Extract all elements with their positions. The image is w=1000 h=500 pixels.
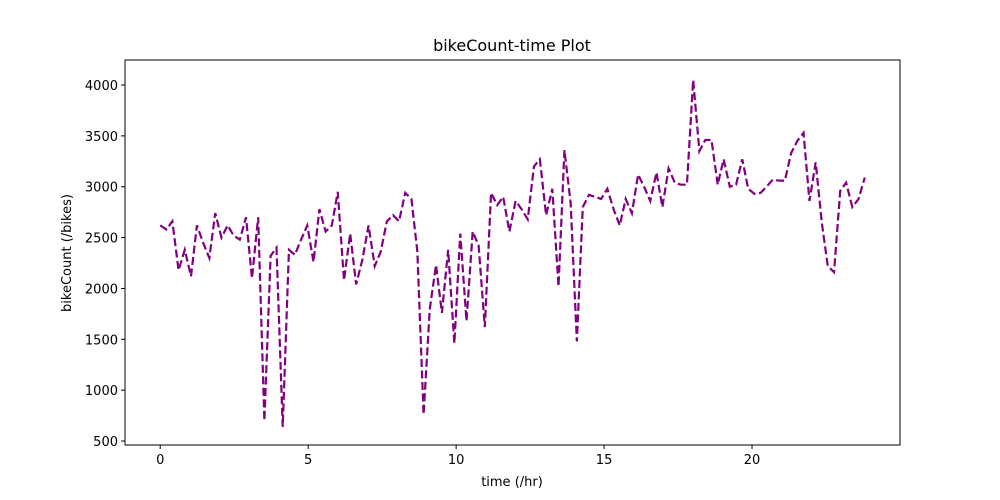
x-tick-label: 20 bbox=[744, 453, 761, 468]
y-tick-label: 3500 bbox=[85, 130, 118, 145]
x-tick-label: 5 bbox=[304, 453, 312, 468]
y-tick-label: 3000 bbox=[85, 181, 118, 196]
y-tick-label: 1000 bbox=[85, 384, 118, 399]
x-tick-label: 15 bbox=[596, 453, 613, 468]
x-axis-label: time (/hr) bbox=[481, 475, 543, 490]
y-tick-label: 4000 bbox=[85, 79, 118, 94]
y-tick-label: 500 bbox=[93, 435, 118, 450]
y-tick-label: 2000 bbox=[85, 282, 118, 297]
plot-frame bbox=[124, 59, 901, 446]
x-tick-label: 0 bbox=[156, 453, 164, 468]
chart-title: bikeCount-time Plot bbox=[433, 36, 591, 55]
y-tick-label: 1500 bbox=[85, 333, 118, 348]
y-axis-label: bikeCount (/bikes) bbox=[60, 194, 75, 312]
data-line bbox=[159, 79, 866, 427]
y-tick-label: 2500 bbox=[85, 232, 118, 247]
x-tick-label: 10 bbox=[448, 453, 465, 468]
